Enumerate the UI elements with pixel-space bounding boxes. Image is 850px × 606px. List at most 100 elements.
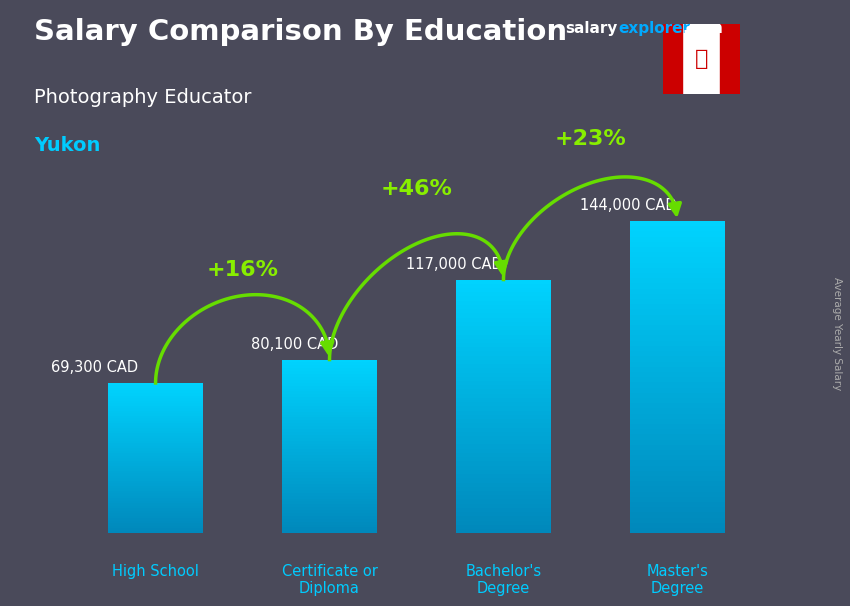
Text: Photography Educator: Photography Educator xyxy=(34,88,252,107)
Bar xyxy=(108,496,203,498)
Bar xyxy=(281,530,377,533)
Bar xyxy=(456,330,552,335)
Text: +23%: +23% xyxy=(554,130,626,150)
Bar xyxy=(630,315,725,320)
Bar xyxy=(108,445,203,448)
Bar xyxy=(630,304,725,310)
Bar xyxy=(630,497,725,502)
Text: Yukon: Yukon xyxy=(34,136,100,155)
Bar xyxy=(456,402,552,407)
Bar xyxy=(456,351,552,356)
Bar xyxy=(281,409,377,411)
Bar xyxy=(108,528,203,531)
Bar xyxy=(281,385,377,388)
Bar xyxy=(630,513,725,518)
Bar xyxy=(456,407,552,411)
Bar xyxy=(281,406,377,409)
Bar xyxy=(630,262,725,268)
Bar xyxy=(108,401,203,403)
Bar xyxy=(281,429,377,432)
Bar xyxy=(630,288,725,294)
Bar xyxy=(630,523,725,528)
Bar xyxy=(456,381,552,385)
Bar xyxy=(630,242,725,247)
Bar xyxy=(281,484,377,487)
Bar xyxy=(456,491,552,495)
Bar xyxy=(108,508,203,511)
Bar xyxy=(456,482,552,487)
Bar xyxy=(281,435,377,438)
Text: 80,100 CAD: 80,100 CAD xyxy=(251,337,338,352)
Bar xyxy=(108,383,203,385)
Bar xyxy=(630,413,725,419)
Bar xyxy=(108,413,203,416)
Bar xyxy=(108,483,203,485)
Bar xyxy=(630,278,725,284)
Bar xyxy=(281,391,377,395)
Bar xyxy=(456,448,552,453)
Bar xyxy=(281,447,377,449)
Bar xyxy=(456,499,552,504)
Bar xyxy=(281,467,377,470)
Bar xyxy=(281,461,377,464)
Bar xyxy=(281,455,377,458)
Bar xyxy=(630,336,725,341)
Text: Master's
Degree: Master's Degree xyxy=(647,564,708,596)
Bar xyxy=(281,441,377,444)
Bar xyxy=(456,508,552,512)
Bar xyxy=(108,476,203,478)
Bar xyxy=(456,313,552,318)
Bar xyxy=(630,247,725,252)
Bar xyxy=(630,346,725,351)
Bar xyxy=(456,521,552,525)
Bar xyxy=(456,461,552,465)
Text: 117,000 CAD: 117,000 CAD xyxy=(406,257,503,272)
Bar xyxy=(281,444,377,447)
Bar xyxy=(108,511,203,513)
Bar xyxy=(281,499,377,501)
Bar xyxy=(456,428,552,432)
Bar xyxy=(456,377,552,381)
Bar xyxy=(630,398,725,403)
Bar xyxy=(630,320,725,325)
Bar xyxy=(720,24,740,94)
Bar xyxy=(663,24,682,94)
Bar xyxy=(281,507,377,510)
Bar xyxy=(281,400,377,403)
Bar xyxy=(456,487,552,491)
Bar xyxy=(281,426,377,429)
Bar xyxy=(108,390,203,393)
Bar xyxy=(108,456,203,458)
Bar xyxy=(630,341,725,346)
Bar xyxy=(281,359,377,362)
Bar xyxy=(281,388,377,391)
Bar xyxy=(281,475,377,478)
Text: 🍁: 🍁 xyxy=(694,49,708,69)
Bar xyxy=(281,478,377,481)
Bar xyxy=(108,481,203,483)
Bar xyxy=(630,310,725,315)
Bar xyxy=(108,385,203,388)
Bar xyxy=(281,493,377,496)
Text: Average Yearly Salary: Average Yearly Salary xyxy=(832,277,842,390)
Text: .com: .com xyxy=(683,21,723,36)
Bar xyxy=(108,488,203,491)
Bar xyxy=(281,510,377,513)
Text: 144,000 CAD: 144,000 CAD xyxy=(581,198,677,213)
Bar xyxy=(108,531,203,533)
Bar xyxy=(630,325,725,330)
Bar xyxy=(281,481,377,484)
Bar xyxy=(281,368,377,371)
Bar xyxy=(456,474,552,478)
Bar xyxy=(456,318,552,322)
Bar xyxy=(630,294,725,299)
Bar xyxy=(108,388,203,390)
Bar xyxy=(630,273,725,278)
Bar xyxy=(630,435,725,439)
Bar xyxy=(630,362,725,367)
Text: salary: salary xyxy=(565,21,618,36)
Bar xyxy=(281,374,377,377)
Bar xyxy=(630,284,725,288)
Bar xyxy=(456,339,552,343)
Bar xyxy=(630,481,725,487)
